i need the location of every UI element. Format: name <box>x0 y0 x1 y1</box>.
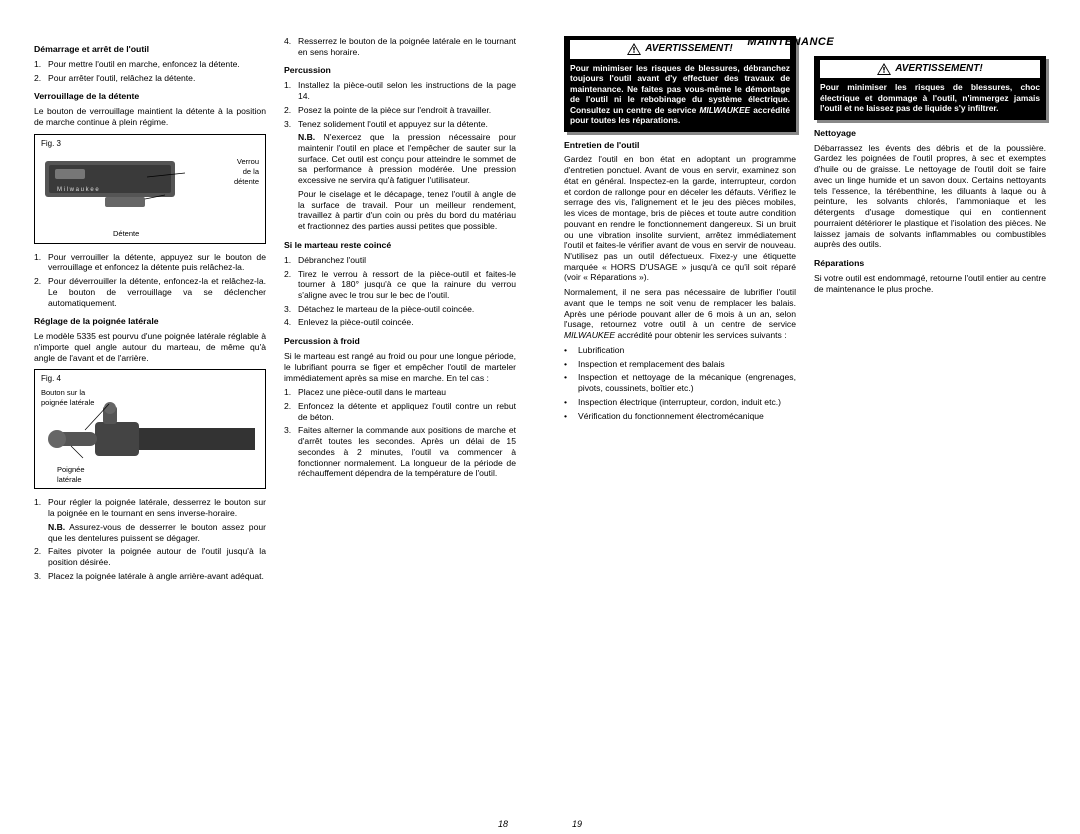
warning-icon <box>877 63 891 75</box>
right-col-2: MAINTENANCE AVERTISSEMENT! Pour minimise… <box>814 36 1046 814</box>
ent-p1: Gardez l'outil en bon état en adoptant u… <box>564 154 796 283</box>
warning-box-2: AVERTISSEMENT! Pour minimiser les risque… <box>814 56 1046 120</box>
services-list: •Lubrification •Inspection et remplaceme… <box>564 345 796 421</box>
right-col-1: AVERTISSEMENT! Pour minimiser les risque… <box>564 36 796 814</box>
heading-rep: Réparations <box>814 258 1046 269</box>
rep-p: Si votre outil est endommagé, retourne l… <box>814 273 1046 294</box>
left-col-2: 4.Resserrez le bouton de la poignée laté… <box>284 36 516 814</box>
heading-start: Démarrage et arrêt de l'outil <box>34 44 266 55</box>
handle-intro: Le modèle 5335 est pourvu d'une poignée … <box>34 331 266 363</box>
warning-2-header: AVERTISSEMENT! <box>820 60 1040 79</box>
heading-handle: Réglage de la poignée latérale <box>34 316 266 327</box>
heading-clean: Nettoyage <box>814 128 1046 139</box>
page-right: AVERTISSEMENT! Pour minimiser les risque… <box>564 36 1046 814</box>
page-number-19: 19 <box>572 819 582 830</box>
left-col-1: Démarrage et arrêt de l'outil 1.Pour met… <box>34 36 266 814</box>
fig4-illustration <box>41 402 259 472</box>
page-number-18: 18 <box>498 819 508 830</box>
stuck-list: 1.Débranchez l'outil 2.Tirez le verrou à… <box>284 255 516 328</box>
warning-1-body: Pour minimiser les risques de blessures,… <box>570 63 790 126</box>
warning-2-body: Pour minimiser les risques de blessures,… <box>820 82 1040 114</box>
figure-3: Fig. 3 M i l w a u k e e Verrou de la dé… <box>34 134 266 244</box>
perc-list: 1.Installez la pièce-outil selon les ins… <box>284 80 516 232</box>
handle-list: 1.Pour régler la poignée latérale, desse… <box>34 497 266 581</box>
cold-intro: Si le marteau est rangé au froid ou pour… <box>284 351 516 383</box>
heading-cold: Percussion à froid <box>284 336 516 347</box>
figure-4: Fig. 4 Bouton sur la poignée latérale Po… <box>34 369 266 489</box>
heading-percussion: Percussion <box>284 65 516 76</box>
cold-list: 1.Placez une pièce-outil dans le marteau… <box>284 387 516 479</box>
section-maintenance: MAINTENANCE <box>536 36 1046 50</box>
heading-lock: Verrouillage de la détente <box>34 91 266 102</box>
svg-text:M i l w a u k e e: M i l w a u k e e <box>57 187 99 193</box>
lock-intro: Le bouton de verrouillage maintient la d… <box>34 106 266 127</box>
lock-list: 1.Pour verrouiller la détente, appuyez s… <box>34 252 266 309</box>
fig3-illustration: M i l w a u k e e <box>41 151 259 231</box>
start-list: 1.Pour mettre l'outil en marche, enfonce… <box>34 59 266 83</box>
clean-p: Débarrassez les évents des débris et de … <box>814 143 1046 250</box>
warning-box-1: AVERTISSEMENT! Pour minimiser les risque… <box>564 36 796 132</box>
heading-stuck: Si le marteau reste coincé <box>284 240 516 251</box>
page-left: Démarrage et arrêt de l'outil 1.Pour met… <box>34 36 516 814</box>
handle-list-cont: 4.Resserrez le bouton de la poignée laté… <box>284 36 516 57</box>
heading-entretien: Entretien de l'outil <box>564 140 796 151</box>
ent-p2: Normalement, il ne sera pas nécessaire d… <box>564 287 796 341</box>
